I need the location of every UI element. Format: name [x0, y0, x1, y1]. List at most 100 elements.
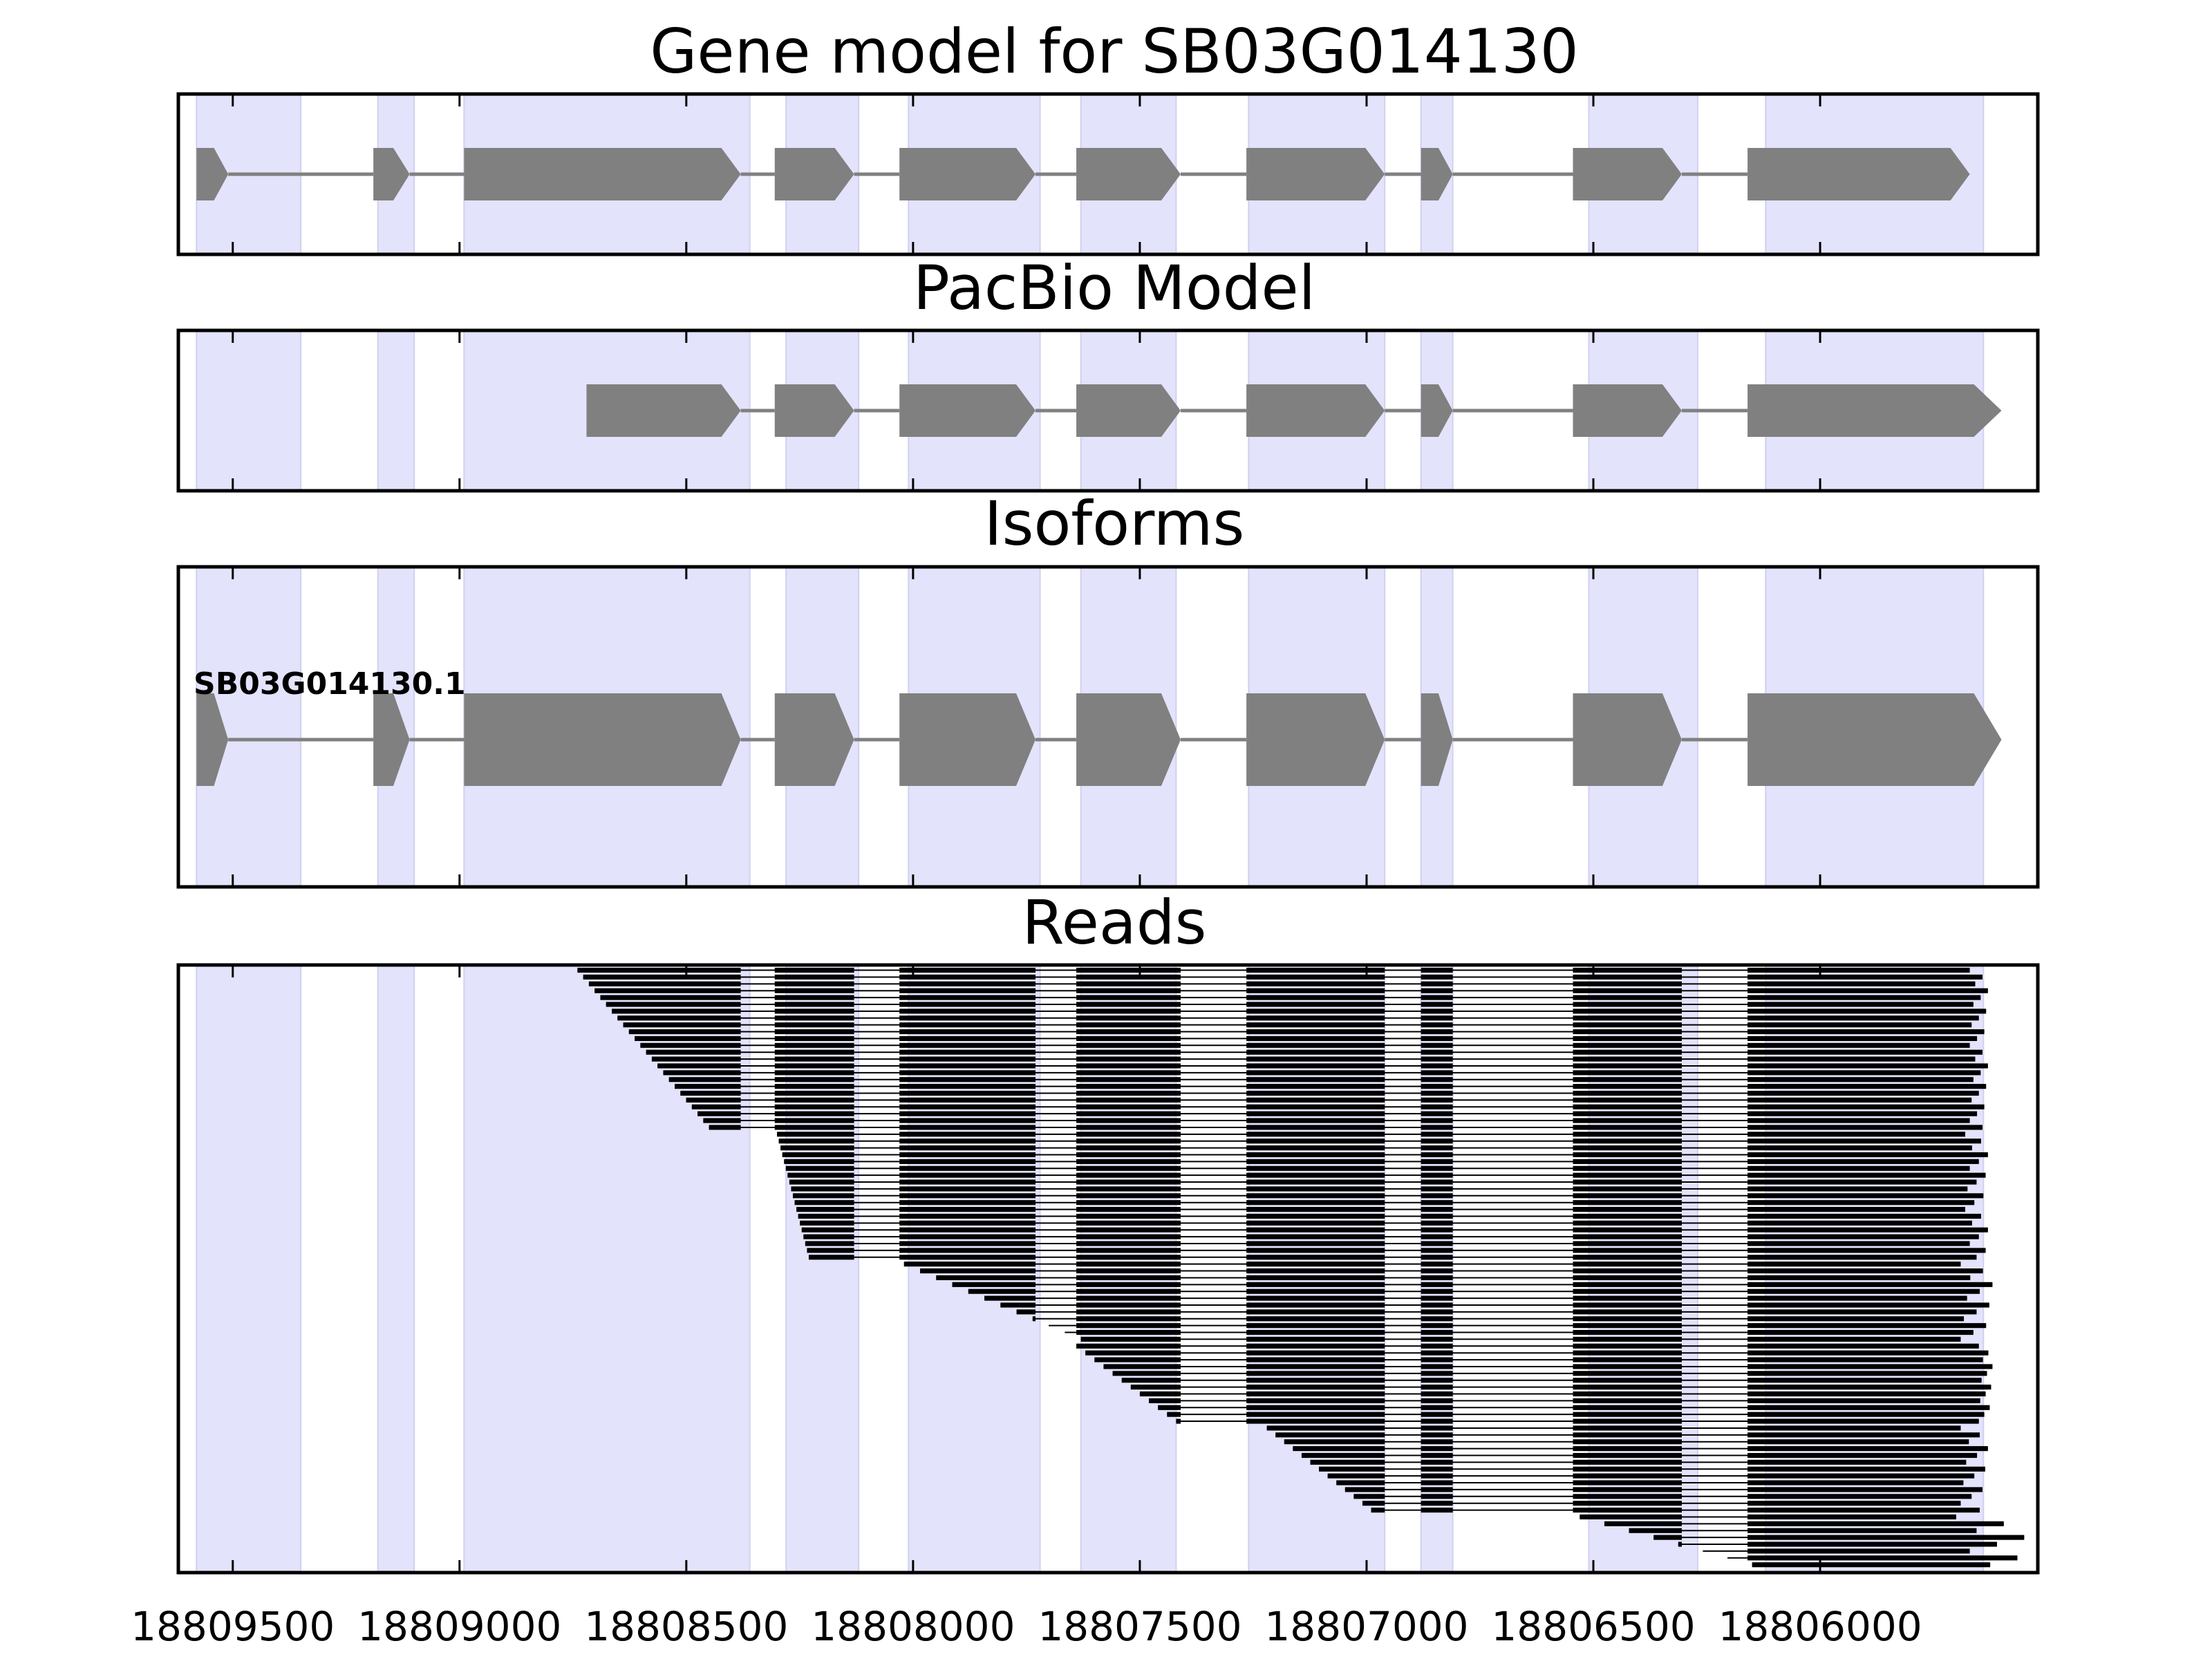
read-exon — [1421, 1391, 1453, 1397]
read-exon — [1076, 1022, 1181, 1028]
pacbio-model-title: PacBio Model — [913, 252, 1315, 324]
read-exon — [1747, 1241, 1970, 1246]
read-exon — [1421, 1398, 1453, 1403]
read-exon — [1076, 1193, 1181, 1199]
read-exon — [1000, 1302, 1036, 1308]
read-exon — [774, 1070, 854, 1076]
read-exon — [1076, 1138, 1181, 1144]
read-exon — [899, 1234, 1036, 1239]
exon-block — [1421, 693, 1453, 786]
read-exon — [1421, 1152, 1453, 1158]
read-exon — [1747, 1077, 1974, 1082]
read-exon — [1573, 1309, 1682, 1315]
read-exon — [1076, 1015, 1181, 1021]
read-exon — [1604, 1521, 1682, 1526]
read-exon — [1076, 1097, 1181, 1103]
read-exon — [1653, 1535, 1682, 1540]
read-exon — [774, 1042, 854, 1048]
read-exon — [899, 1152, 1036, 1158]
read-exon — [1573, 1049, 1682, 1055]
read-exon — [1747, 1405, 1990, 1410]
read-exon — [1421, 1452, 1453, 1459]
read-exon — [1573, 1056, 1682, 1062]
read-exon — [1747, 1336, 1961, 1342]
read-exon — [1246, 1295, 1385, 1301]
read-exon — [1246, 1405, 1385, 1410]
read-exon — [1421, 1104, 1453, 1109]
read-exon — [1747, 995, 1981, 1000]
read-exon — [774, 1035, 854, 1041]
read-exon — [1573, 1371, 1682, 1376]
read-exon — [1246, 1268, 1385, 1274]
read-exon — [1076, 1084, 1181, 1089]
x-tick-label: 18808000 — [811, 1603, 1015, 1650]
read-exon — [1573, 1104, 1682, 1109]
read-exon — [1747, 1528, 1977, 1533]
read-exon — [774, 1049, 854, 1055]
read-exon — [1573, 1364, 1682, 1369]
read-exon — [1747, 1193, 1984, 1199]
read-exon — [1076, 1207, 1181, 1212]
read-exon — [1421, 988, 1453, 993]
read-exon — [1076, 1255, 1181, 1260]
read-exon — [1747, 981, 1976, 986]
read-exon — [1246, 981, 1385, 986]
read-exon — [1246, 1090, 1385, 1096]
read-exon — [1421, 1097, 1453, 1103]
read-exon — [1747, 1029, 1985, 1035]
read-exon — [1362, 1501, 1385, 1506]
read-exon — [899, 1179, 1036, 1185]
read-exon — [1573, 1508, 1682, 1513]
read-exon — [1573, 1015, 1682, 1021]
read-exon — [1573, 1268, 1682, 1274]
read-exon — [774, 995, 854, 1000]
read-exon — [1573, 1241, 1682, 1246]
read-exon — [774, 968, 854, 973]
read-exon — [1573, 1425, 1682, 1431]
read-exon — [1421, 1042, 1453, 1048]
read-exon — [1246, 1385, 1385, 1390]
isoforms-ticks — [232, 567, 1821, 887]
exon-block — [1076, 693, 1181, 786]
read-exon — [1573, 1132, 1682, 1137]
read-exon — [1246, 1343, 1385, 1349]
read-exon — [1246, 1357, 1385, 1362]
read-exon — [1421, 1159, 1453, 1164]
read-exon — [1246, 1220, 1385, 1226]
read-exon — [1301, 1452, 1385, 1459]
read-exon — [780, 1145, 854, 1151]
read-exon — [899, 1145, 1036, 1151]
read-exon — [899, 1035, 1036, 1041]
read-exon — [1246, 1316, 1385, 1322]
exon-block — [899, 693, 1036, 786]
read-exon — [1076, 995, 1181, 1000]
read-exon — [1747, 1002, 1974, 1007]
read-exon — [1085, 1350, 1181, 1356]
read-exon — [1573, 1255, 1682, 1260]
read-exon — [1421, 1125, 1453, 1130]
read-exon — [1076, 1002, 1181, 1007]
x-axis-tick-labels: 18809500 18809000 18808500 18808000 18807500… — [131, 1603, 1922, 1650]
read-exon — [1747, 1084, 1987, 1089]
read-exon — [1076, 1179, 1181, 1185]
read-exon — [1573, 974, 1682, 980]
read-exon — [1130, 1385, 1181, 1390]
read-exon — [1421, 1323, 1453, 1329]
read-exon — [899, 1090, 1036, 1096]
read-exon — [1327, 1473, 1385, 1479]
read-exon — [1076, 1282, 1181, 1287]
exon-block — [196, 148, 229, 200]
read-exon — [952, 1282, 1036, 1287]
read-exon — [1421, 1357, 1453, 1362]
exon-shade-band — [785, 964, 860, 1573]
read-exon — [1421, 1227, 1453, 1232]
read-exon — [1573, 1084, 1682, 1089]
read-exon — [1080, 1336, 1181, 1342]
read-exon — [899, 1084, 1036, 1089]
read-exon — [899, 1097, 1036, 1103]
exon-block — [1747, 384, 2002, 437]
read-exon — [1076, 1323, 1181, 1329]
read-exon — [899, 1241, 1036, 1246]
read-exon — [1747, 1097, 1972, 1103]
read-exon — [899, 1138, 1036, 1144]
